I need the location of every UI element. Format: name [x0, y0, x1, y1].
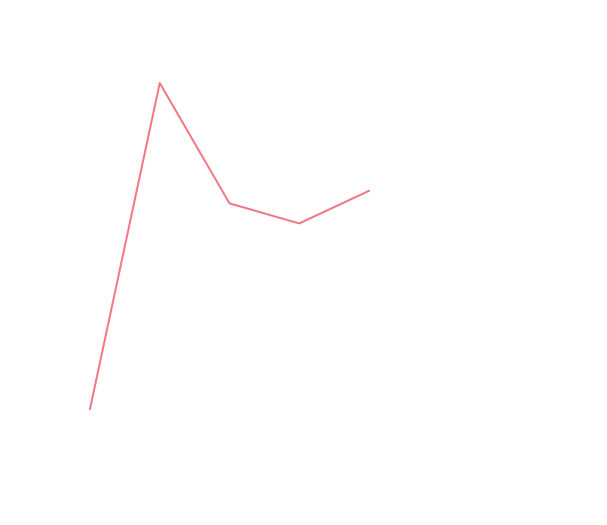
series-line-0 — [89, 82, 370, 410]
